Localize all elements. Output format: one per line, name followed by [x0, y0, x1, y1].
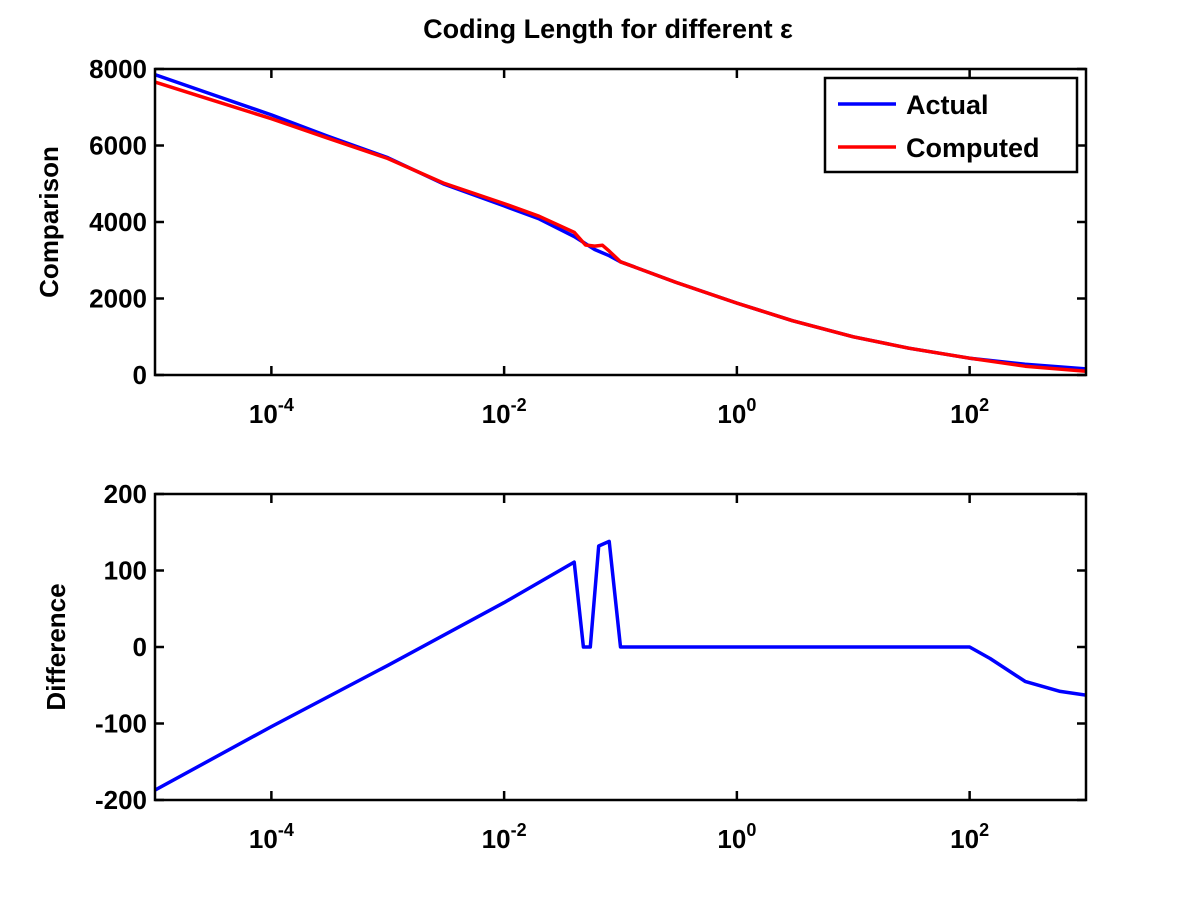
- chart-title: Coding Length for different ε: [423, 14, 793, 44]
- difference-plot: Difference 10-4 10-2 100 102 -200 -100 0 100 200: [41, 479, 1088, 854]
- comparison-y-tick-label: 4000: [89, 207, 147, 237]
- legend: Actual Computed: [823, 76, 1079, 174]
- comparison-y-tick-label: 8000: [89, 54, 147, 84]
- comparison-y-tick-label: 2000: [89, 284, 147, 314]
- difference-y-tick-label: 200: [104, 479, 147, 509]
- difference-x-tick-label: 102: [950, 820, 989, 854]
- comparison-x-tick-label: 10-2: [482, 395, 527, 429]
- difference-series-group: [155, 539, 1086, 792]
- comparison-x-tick-label: 100: [717, 395, 756, 429]
- legend-label-actual: Actual: [906, 90, 989, 120]
- difference-y-tick-label: -100: [95, 709, 147, 739]
- comparison-x-tick-label: 102: [950, 395, 989, 429]
- comparison-y-tick-label: 6000: [89, 131, 147, 161]
- difference-y-tick-label: -200: [95, 785, 147, 815]
- difference-x-tick-label: 10-2: [482, 820, 527, 854]
- difference-y-tick-label: 0: [133, 632, 147, 662]
- difference-y-tick-label: 100: [104, 556, 147, 586]
- comparison-x-tick-label: 10-4: [249, 395, 294, 429]
- comparison-y-tick-label: 0: [133, 360, 147, 390]
- comparison-plot: Comparison 10-4 10-2 100 102 0 2000 4000 6000 80…: [34, 54, 1088, 429]
- comparison-y-axis-label: Comparison: [34, 146, 64, 298]
- difference-y-axis-label: Difference: [41, 583, 71, 710]
- difference-x-tick-label: 100: [717, 820, 756, 854]
- difference-series-line-difference: [155, 539, 1086, 792]
- comparison-series-line-computed: [155, 80, 1086, 373]
- legend-box: [823, 76, 1079, 174]
- difference-x-tick-label: 10-4: [249, 820, 294, 854]
- legend-label-computed: Computed: [906, 133, 1039, 163]
- comparison-series-group: [155, 73, 1086, 373]
